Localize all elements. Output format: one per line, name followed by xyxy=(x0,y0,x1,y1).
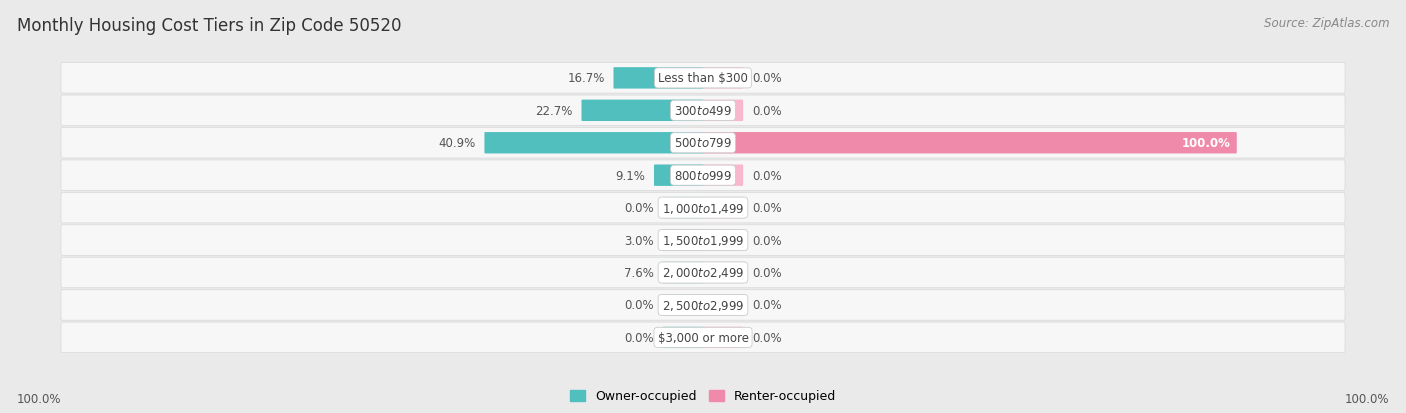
Text: $3,000 or more: $3,000 or more xyxy=(658,331,748,344)
FancyBboxPatch shape xyxy=(662,197,703,219)
Text: 40.9%: 40.9% xyxy=(439,137,475,150)
Text: $800 to $999: $800 to $999 xyxy=(673,169,733,182)
FancyBboxPatch shape xyxy=(582,100,703,122)
FancyBboxPatch shape xyxy=(703,133,1237,154)
Text: 0.0%: 0.0% xyxy=(752,202,782,215)
Text: 16.7%: 16.7% xyxy=(568,72,605,85)
Text: 0.0%: 0.0% xyxy=(624,202,654,215)
FancyBboxPatch shape xyxy=(60,128,1346,159)
FancyBboxPatch shape xyxy=(703,294,744,316)
Legend: Owner-occupied, Renter-occupied: Owner-occupied, Renter-occupied xyxy=(565,385,841,408)
Text: 9.1%: 9.1% xyxy=(616,169,645,182)
Text: 7.6%: 7.6% xyxy=(623,266,654,279)
Text: 0.0%: 0.0% xyxy=(752,299,782,312)
FancyBboxPatch shape xyxy=(662,230,703,251)
FancyBboxPatch shape xyxy=(703,262,744,283)
Text: $1,000 to $1,499: $1,000 to $1,499 xyxy=(662,201,744,215)
Text: 100.0%: 100.0% xyxy=(1344,392,1389,405)
FancyBboxPatch shape xyxy=(60,290,1346,320)
Text: 100.0%: 100.0% xyxy=(17,392,62,405)
Text: $1,500 to $1,999: $1,500 to $1,999 xyxy=(662,233,744,247)
Text: $2,000 to $2,499: $2,000 to $2,499 xyxy=(662,266,744,280)
FancyBboxPatch shape xyxy=(703,230,744,251)
Text: 0.0%: 0.0% xyxy=(752,234,782,247)
Text: 0.0%: 0.0% xyxy=(752,169,782,182)
FancyBboxPatch shape xyxy=(654,165,703,186)
FancyBboxPatch shape xyxy=(60,225,1346,256)
FancyBboxPatch shape xyxy=(703,68,744,89)
FancyBboxPatch shape xyxy=(703,327,744,348)
FancyBboxPatch shape xyxy=(662,327,703,348)
FancyBboxPatch shape xyxy=(60,161,1346,191)
Text: 0.0%: 0.0% xyxy=(624,299,654,312)
FancyBboxPatch shape xyxy=(703,100,744,122)
FancyBboxPatch shape xyxy=(60,64,1346,94)
FancyBboxPatch shape xyxy=(60,96,1346,126)
Text: Source: ZipAtlas.com: Source: ZipAtlas.com xyxy=(1264,17,1389,29)
FancyBboxPatch shape xyxy=(703,197,744,219)
Text: 0.0%: 0.0% xyxy=(752,104,782,118)
FancyBboxPatch shape xyxy=(60,193,1346,223)
Text: $300 to $499: $300 to $499 xyxy=(673,104,733,118)
FancyBboxPatch shape xyxy=(613,68,703,89)
FancyBboxPatch shape xyxy=(485,133,703,154)
Text: 3.0%: 3.0% xyxy=(624,234,654,247)
Text: 22.7%: 22.7% xyxy=(536,104,572,118)
FancyBboxPatch shape xyxy=(60,258,1346,288)
Text: Less than $300: Less than $300 xyxy=(658,72,748,85)
Text: $2,500 to $2,999: $2,500 to $2,999 xyxy=(662,298,744,312)
Text: 0.0%: 0.0% xyxy=(752,331,782,344)
FancyBboxPatch shape xyxy=(60,322,1346,353)
FancyBboxPatch shape xyxy=(662,294,703,316)
Text: 0.0%: 0.0% xyxy=(752,266,782,279)
Text: Monthly Housing Cost Tiers in Zip Code 50520: Monthly Housing Cost Tiers in Zip Code 5… xyxy=(17,17,401,34)
FancyBboxPatch shape xyxy=(703,165,744,186)
Text: 0.0%: 0.0% xyxy=(624,331,654,344)
Text: 100.0%: 100.0% xyxy=(1182,137,1230,150)
Text: $500 to $799: $500 to $799 xyxy=(673,137,733,150)
FancyBboxPatch shape xyxy=(662,262,703,283)
Text: 0.0%: 0.0% xyxy=(752,72,782,85)
